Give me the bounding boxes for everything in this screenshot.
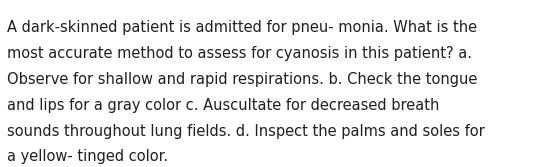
Text: A dark-skinned patient is admitted for pneu- monia. What is the: A dark-skinned patient is admitted for p… [7, 20, 478, 35]
Text: Observe for shallow and rapid respirations. b. Check the tongue: Observe for shallow and rapid respiratio… [7, 72, 478, 87]
Text: sounds throughout lung fields. d. Inspect the palms and soles for: sounds throughout lung fields. d. Inspec… [7, 124, 485, 139]
Text: and lips for a gray color c. Auscultate for decreased breath: and lips for a gray color c. Auscultate … [7, 98, 440, 113]
Text: most accurate method to assess for cyanosis in this patient? a.: most accurate method to assess for cyano… [7, 46, 472, 61]
Text: a yellow- tinged color.: a yellow- tinged color. [7, 149, 169, 164]
